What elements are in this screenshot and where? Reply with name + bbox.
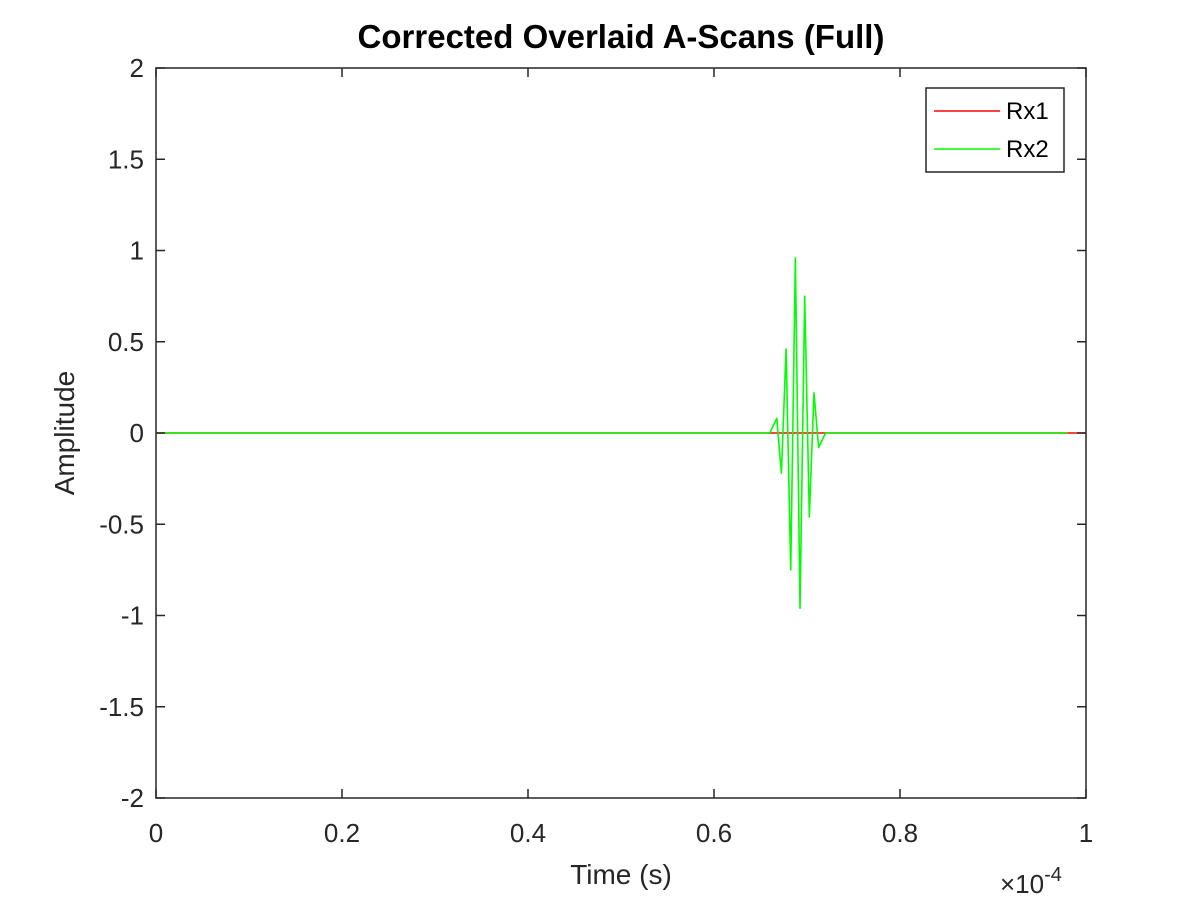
x-tick-label-1: 0.2 [324, 818, 360, 848]
y-tick-label-1: -1.5 [99, 692, 144, 722]
y-tick-label-4: 0 [130, 418, 144, 448]
y-tick-label-8: 2 [130, 53, 144, 83]
x-tick-label-0: 0 [149, 818, 163, 848]
x-tick-label-5: 1 [1079, 818, 1093, 848]
x-tick-label-3: 0.6 [696, 818, 732, 848]
y-tick-label-0: -2 [121, 783, 144, 813]
x-axis-label: Time (s) [570, 859, 672, 890]
x-axis-exponent: ×10-4 [1000, 864, 1062, 899]
chart-title: Corrected Overlaid A-Scans (Full) [358, 18, 885, 55]
legend-label-rx1: Rx1 [1006, 98, 1049, 125]
x-tick-label-4: 0.8 [882, 818, 918, 848]
series-line-rx2 [156, 256, 1068, 610]
y-axis-label: Amplitude [49, 371, 80, 496]
x-axis-exponent-power: -4 [1044, 864, 1062, 886]
tick-layer: 0 0.2 0.4 0.6 0.8 1 -2 -1.5 -1 -0.5 0 0.5 1 1.5 2 [99, 53, 1093, 848]
y-tick-label-6: 1 [130, 236, 144, 266]
y-tick-label-3: -0.5 [99, 509, 144, 539]
legend-label-rx2: Rx2 [1006, 136, 1049, 163]
legend-box [925, 87, 1065, 173]
y-tick-label-2: -1 [121, 601, 144, 631]
y-tick-label-7: 1.5 [108, 144, 144, 174]
x-axis-exponent-base: ×10 [1000, 869, 1044, 899]
y-tick-label-5: 0.5 [108, 327, 144, 357]
legend: Rx1 Rx2 [925, 87, 1065, 173]
x-tick-label-2: 0.4 [510, 818, 546, 848]
